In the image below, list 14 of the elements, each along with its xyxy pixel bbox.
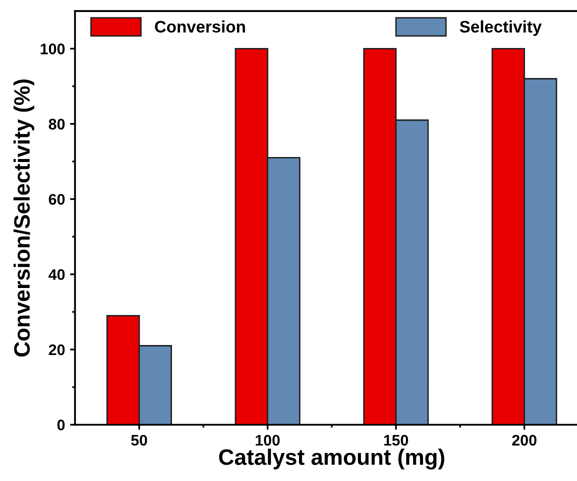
x-axis-title: Catalyst amount (mg) — [219, 448, 444, 470]
legend-label: Conversion — [154, 20, 245, 33]
y-tick-label: 0 — [57, 420, 65, 430]
y-tick-label: 60 — [48, 194, 65, 205]
y-tick-label: 40 — [48, 269, 65, 280]
x-tick-label: 50 — [131, 434, 148, 446]
legend-label: Selectivity — [460, 20, 542, 36]
x-tick-label: 200 — [512, 434, 536, 446]
y-tick-label: 80 — [48, 118, 65, 130]
x-tick-label: 100 — [256, 434, 280, 446]
x-tick-label: 150 — [384, 434, 408, 446]
y-tick-label: 20 — [48, 344, 65, 356]
y-tick-label: 100 — [40, 44, 65, 54]
y-axis-title: Conversion/Selectivity (%) — [14, 79, 34, 357]
